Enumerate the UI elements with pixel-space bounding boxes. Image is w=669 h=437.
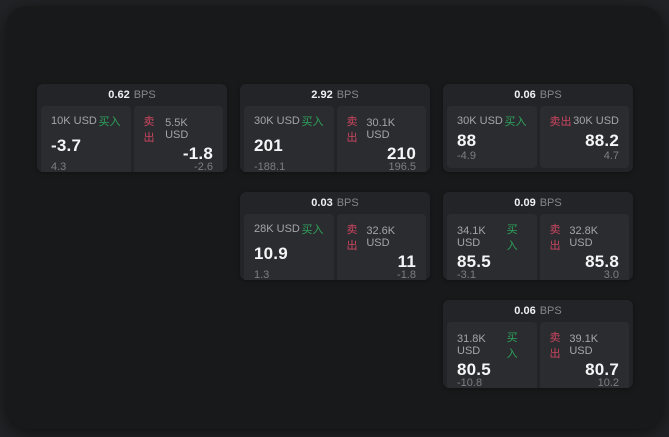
- sell-sub-value: -2.6: [194, 161, 213, 173]
- sell-sub-value: 10.2: [597, 377, 619, 389]
- buy-size: 28K USD: [254, 223, 300, 235]
- sell-label: 卖出: [549, 332, 561, 360]
- sell-size: 32.6K USD: [366, 225, 396, 249]
- app-surface: 0.62 BPS 10K USD 买入 -3.7 4.3 卖出 5.5K USD: [6, 6, 663, 429]
- buy-price: 88: [457, 130, 477, 150]
- spread-unit: BPS: [539, 89, 562, 101]
- spread-unit: BPS: [336, 89, 359, 101]
- buy-price: 10.9: [254, 244, 288, 263]
- spread-header: 2.92 BPS: [240, 84, 430, 106]
- sell-panel[interactable]: 卖出 32.8K USD 85.8 3.0: [539, 214, 629, 281]
- buy-label: 买入: [506, 332, 518, 360]
- sell-sub-value: 3.0: [603, 269, 619, 281]
- buy-label: 买入: [301, 224, 324, 236]
- buy-sell-panels: 30K USD 买入 88 -4.9 卖出 30K USD 88.2 4.7: [443, 106, 633, 172]
- sell-size: 39.1K USD: [569, 333, 599, 357]
- sell-panel[interactable]: 卖出 39.1K USD 80.7 10.2: [539, 322, 629, 389]
- spread-unit: BPS: [539, 197, 562, 209]
- sell-panel[interactable]: 卖出 32.6K USD 11 -1.8: [336, 214, 426, 281]
- buy-sell-panels: 30K USD 买入 201 -188.1 卖出 30.1K USD 210 1…: [240, 106, 430, 172]
- sell-price: 210: [387, 144, 416, 163]
- buy-label: 买入: [301, 116, 324, 128]
- quote-card: 0.09 BPS 34.1K USD 买入 85.5 -3.1 卖出 32.8K…: [443, 192, 633, 280]
- buy-panel[interactable]: 10K USD 买入 -3.7 4.3: [41, 106, 131, 172]
- spread-value: 0.06: [514, 89, 536, 101]
- sell-sub-value: 4.7: [603, 150, 619, 162]
- sell-size: 30K USD: [573, 115, 619, 127]
- buy-sub-value: 1.3: [254, 269, 270, 281]
- buy-sell-panels: 10K USD 买入 -3.7 4.3 卖出 5.5K USD -1.8 -2.…: [37, 106, 227, 172]
- buy-sell-panels: 31.8K USD 买入 80.5 -10.8 卖出 39.1K USD 80.…: [443, 322, 633, 388]
- sell-price: 88.2: [585, 130, 619, 150]
- buy-label: 买入: [98, 116, 121, 128]
- quote-card: 0.06 BPS 31.8K USD 买入 80.5 -10.8 卖出 39.1…: [443, 300, 633, 388]
- sell-label: 卖出: [346, 224, 358, 252]
- buy-label: 买入: [504, 116, 527, 128]
- sell-label: 卖出: [549, 116, 572, 128]
- quote-card: 2.92 BPS 30K USD 买入 201 -188.1 卖出 30.1K …: [240, 84, 430, 172]
- spread-value: 0.62: [108, 89, 130, 101]
- sell-price: 80.7: [585, 360, 619, 379]
- buy-price: 80.5: [457, 360, 491, 379]
- quote-card-grid: 0.62 BPS 10K USD 买入 -3.7 4.3 卖出 5.5K USD: [37, 84, 633, 388]
- buy-sub-value: -188.1: [254, 161, 286, 173]
- buy-price: 85.5: [457, 252, 491, 271]
- spread-unit: BPS: [133, 89, 156, 101]
- spread-header: 0.62 BPS: [37, 84, 227, 106]
- sell-label: 卖出: [549, 224, 561, 252]
- buy-size: 34.1K USD: [457, 225, 486, 249]
- spread-value: 0.06: [514, 305, 536, 317]
- spread-value: 0.03: [311, 197, 333, 209]
- sell-size: 5.5K USD: [165, 117, 189, 141]
- sell-panel[interactable]: 卖出 30.1K USD 210 196.5: [336, 106, 426, 173]
- buy-sub-value: -3.1: [457, 269, 476, 281]
- buy-size: 31.8K USD: [457, 333, 486, 357]
- sell-size: 32.8K USD: [569, 225, 599, 249]
- sell-size: 30.1K USD: [366, 117, 396, 141]
- quote-card: 0.03 BPS 28K USD 买入 10.9 1.3 卖出 32.6K US…: [240, 192, 430, 280]
- sell-price: -1.8: [182, 144, 213, 163]
- buy-panel[interactable]: 31.8K USD 买入 80.5 -10.8: [447, 322, 537, 388]
- quote-card: 0.06 BPS 30K USD 买入 88 -4.9 卖出 30K USD: [443, 84, 633, 172]
- buy-panel[interactable]: 34.1K USD 买入 85.5 -3.1: [447, 214, 537, 280]
- spread-unit: BPS: [539, 305, 562, 317]
- spread-value: 2.92: [311, 89, 333, 101]
- buy-size: 30K USD: [254, 115, 300, 127]
- spread-value: 0.09: [514, 197, 536, 209]
- buy-size: 10K USD: [51, 115, 97, 127]
- spread-unit: BPS: [336, 197, 359, 209]
- buy-sub-value: -10.8: [457, 377, 483, 389]
- buy-sell-panels: 34.1K USD 买入 85.5 -3.1 卖出 32.8K USD 85.8…: [443, 214, 633, 280]
- spread-header: 0.09 BPS: [443, 192, 633, 214]
- sell-sub-value: 196.5: [388, 161, 416, 173]
- buy-price: -3.7: [51, 136, 82, 155]
- sell-panel[interactable]: 卖出 30K USD 88.2 4.7: [539, 106, 629, 168]
- quote-card: 0.62 BPS 10K USD 买入 -3.7 4.3 卖出 5.5K USD: [37, 84, 227, 172]
- spread-header: 0.03 BPS: [240, 192, 430, 214]
- buy-size: 30K USD: [457, 115, 503, 127]
- buy-panel[interactable]: 28K USD 买入 10.9 1.3: [244, 214, 334, 280]
- buy-panel[interactable]: 30K USD 买入 88 -4.9: [447, 106, 537, 168]
- sell-price: 85.8: [585, 252, 619, 271]
- sell-label: 卖出: [346, 116, 358, 144]
- buy-sub-value: -4.9: [457, 150, 476, 162]
- buy-sub-value: 4.3: [51, 161, 67, 173]
- spread-header: 0.06 BPS: [443, 84, 633, 106]
- buy-label: 买入: [506, 224, 518, 252]
- buy-sell-panels: 28K USD 买入 10.9 1.3 卖出 32.6K USD 11 -1.8: [240, 214, 430, 280]
- sell-price: 11: [397, 252, 416, 271]
- buy-panel[interactable]: 30K USD 买入 201 -188.1: [244, 106, 334, 172]
- sell-panel[interactable]: 卖出 5.5K USD -1.8 -2.6: [133, 106, 223, 173]
- sell-sub-value: -1.8: [397, 269, 416, 281]
- spread-header: 0.06 BPS: [443, 300, 633, 322]
- buy-price: 201: [254, 136, 283, 155]
- sell-label: 卖出: [143, 116, 155, 144]
